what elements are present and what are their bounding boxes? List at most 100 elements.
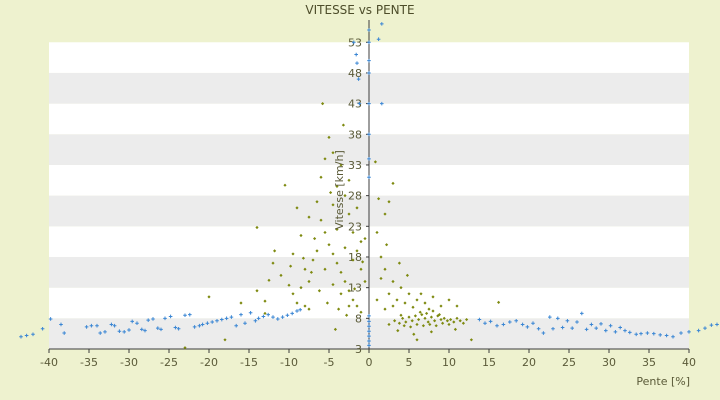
data-point-diamond: [423, 316, 427, 320]
data-point-diamond: [437, 313, 441, 317]
data-point-plus: [210, 320, 214, 324]
data-point-plus: [488, 319, 493, 324]
data-point-diamond: [391, 181, 395, 185]
data-point-diamond: [299, 286, 303, 290]
data-point-plus: [109, 322, 114, 327]
data-point-plus: [298, 307, 302, 312]
data-point-diamond: [405, 273, 409, 277]
data-point-plus: [243, 321, 247, 326]
data-point-diamond: [289, 264, 293, 268]
data-point-diamond: [375, 230, 379, 235]
data-point-diamond: [323, 267, 327, 271]
data-point-diamond: [343, 194, 347, 198]
data-point-diamond: [355, 206, 359, 210]
data-point-plus: [168, 314, 173, 319]
data-point-diamond: [335, 184, 339, 189]
data-point-plus: [367, 343, 371, 348]
data-point-diamond: [291, 292, 295, 296]
data-point-diamond: [439, 304, 443, 308]
data-point-diamond: [410, 319, 414, 323]
x-tick-label: -25: [160, 356, 178, 369]
data-point-diamond: [307, 279, 311, 284]
data-point-plus: [623, 328, 627, 333]
data-point-plus: [367, 319, 371, 324]
data-point-diamond: [279, 273, 283, 277]
data-point-diamond: [399, 286, 403, 290]
data-point-plus: [84, 325, 89, 329]
data-point-diamond: [331, 203, 335, 207]
data-point-plus: [367, 314, 371, 318]
data-point-diamond: [379, 276, 383, 281]
data-point-diamond: [442, 316, 446, 320]
data-point-diamond: [412, 332, 416, 336]
y-tick-label: 48: [348, 67, 362, 80]
y-tick-label: 28: [348, 190, 362, 203]
data-point-diamond: [409, 325, 413, 329]
data-point-plus: [709, 323, 714, 327]
data-point-plus: [261, 314, 266, 319]
data-point-diamond: [393, 319, 397, 323]
data-point-plus: [367, 334, 371, 338]
data-point-diamond: [359, 310, 363, 314]
series-diamond-points: [183, 102, 501, 350]
data-point-diamond: [323, 230, 327, 235]
data-point-diamond: [303, 267, 307, 271]
data-point-plus: [367, 40, 371, 45]
data-point-plus: [122, 330, 126, 334]
data-point-plus: [355, 61, 359, 65]
x-tick-label: -10: [280, 356, 298, 369]
data-point-plus: [266, 312, 270, 317]
data-point-plus: [183, 313, 187, 318]
data-point-plus: [295, 309, 299, 313]
data-point-plus: [604, 328, 608, 333]
data-point-plus: [477, 317, 482, 322]
data-point-plus: [95, 323, 99, 328]
data-point-diamond: [436, 314, 440, 318]
data-point-plus: [628, 330, 632, 335]
data-point-diamond: [323, 157, 327, 161]
data-point-diamond: [359, 267, 363, 271]
data-point-plus: [197, 323, 202, 328]
data-point-plus: [696, 328, 701, 333]
data-point-diamond: [395, 298, 399, 302]
data-point-diamond: [461, 321, 465, 325]
x-tick-label: -35: [80, 356, 98, 369]
data-point-diamond: [427, 307, 431, 311]
data-point-diamond: [429, 330, 433, 334]
data-point-plus: [560, 325, 565, 330]
data-point-diamond: [301, 256, 305, 260]
y-tick-label: 8: [355, 312, 362, 325]
data-point-diamond: [263, 311, 267, 316]
x-tick-label: 40: [682, 356, 696, 369]
data-point-diamond: [307, 215, 311, 219]
data-point-diamond: [407, 315, 411, 319]
data-point-diamond: [347, 304, 351, 308]
data-point-plus: [224, 316, 229, 321]
data-point-diamond: [391, 304, 395, 308]
data-point-diamond: [383, 267, 387, 271]
series-plus-points: [19, 22, 719, 348]
data-point-diamond: [407, 292, 411, 296]
data-point-diamond: [263, 299, 267, 303]
y-axis-label: Vitesse [km/h]: [333, 150, 346, 230]
data-point-plus: [62, 331, 66, 335]
data-point-diamond: [383, 307, 387, 311]
y-tick-label: 3: [355, 343, 362, 356]
data-point-plus: [367, 157, 371, 161]
data-point-diamond: [345, 313, 349, 317]
data-point-diamond: [426, 320, 430, 324]
data-point-diamond: [337, 307, 341, 311]
data-point-diamond: [458, 319, 462, 323]
data-point-plus: [205, 321, 210, 326]
data-point-diamond: [363, 279, 367, 284]
data-point-plus: [103, 330, 107, 334]
data-point-plus: [367, 339, 371, 343]
data-point-plus: [652, 331, 656, 336]
data-point-diamond: [375, 298, 379, 302]
data-point-plus: [229, 315, 234, 319]
data-point-diamond: [441, 321, 445, 325]
y-tick-label: 33: [348, 159, 362, 172]
data-point-plus: [570, 326, 574, 330]
data-point-plus: [367, 58, 371, 63]
chart-title: VITESSE vs PENTE: [305, 3, 414, 17]
